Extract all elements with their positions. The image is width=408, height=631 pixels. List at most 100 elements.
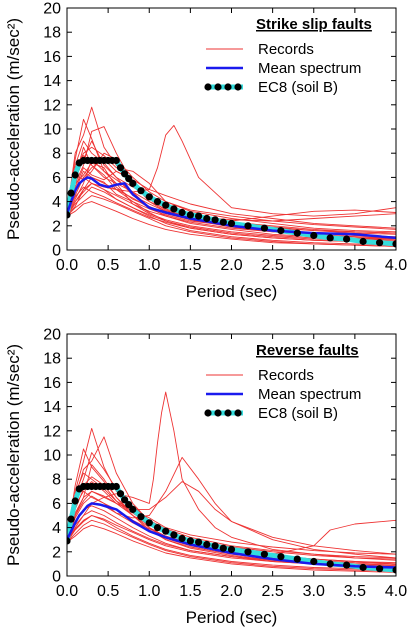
ec8-marker: [179, 209, 186, 216]
legend-label: Records: [258, 41, 314, 58]
chart-panel-1: 0.0 0.5 1.0 1.5 2.0 2.5 3.0 3.5 4.0 0 2 4 6 8 10 12 14 16…: [4, 1, 407, 302]
y-tick-label: 10: [43, 448, 61, 465]
legend-label: Mean spectrum: [258, 386, 361, 403]
ec8-marker: [220, 219, 227, 226]
y-tick-label: 6: [52, 170, 61, 187]
record-line-2: [67, 107, 396, 239]
plot-area: [63, 392, 399, 574]
record-line-3: [67, 392, 396, 560]
ec8-marker: [203, 215, 210, 222]
y-tick-label: 4: [52, 194, 61, 211]
legend-swatch-ec8-marker: [204, 409, 211, 416]
y-tick-label: 0: [52, 243, 61, 260]
ec8-marker: [195, 539, 202, 546]
ec8-marker: [376, 565, 383, 572]
x-tick-label: 1.5: [179, 583, 201, 600]
ec8-marker: [212, 542, 219, 549]
y-tick-label: 18: [43, 25, 61, 42]
x-axis-label: Period (sec): [186, 608, 278, 627]
ec8-marker: [294, 556, 301, 563]
legend-swatch-ec8-marker: [224, 409, 231, 416]
ec8-marker: [228, 546, 235, 553]
plot-frame: [67, 334, 396, 576]
ec8-marker: [310, 558, 317, 565]
record-line-9: [67, 496, 396, 565]
ec8-marker: [117, 164, 124, 171]
ec8-marker: [220, 545, 227, 552]
ec8-marker: [261, 225, 268, 232]
x-tick-label: 0.0: [56, 257, 78, 274]
ec8-marker: [179, 535, 186, 542]
legend: Reverse faultsRecordsMean spectrumEC8 (s…: [204, 342, 361, 422]
legend-title: Strike slip faults: [256, 16, 372, 33]
y-tick-label: 12: [43, 423, 61, 440]
x-tick-label: 2.0: [220, 257, 242, 274]
y-tick-label: 16: [43, 375, 61, 392]
ec8-marker: [360, 238, 367, 245]
x-tick-label: 3.5: [344, 583, 366, 600]
ec8-marker: [343, 562, 350, 569]
plot-lines: [63, 107, 399, 247]
x-tick-label: 1.0: [138, 583, 160, 600]
legend-swatch-ec8-marker: [234, 409, 241, 416]
y-tick-label: 20: [43, 1, 61, 18]
y-tick-label: 18: [43, 351, 61, 368]
ec8-marker: [146, 519, 153, 526]
x-tick-label: 3.0: [303, 583, 325, 600]
ec8-marker: [137, 513, 144, 520]
ec8-marker: [360, 564, 367, 571]
legend-label: Mean spectrum: [258, 60, 361, 77]
x-tick-label: 4.0: [385, 583, 407, 600]
y-tick-label: 16: [43, 49, 61, 66]
ec8-marker: [68, 190, 75, 197]
ec8-marker: [327, 560, 334, 567]
legend-item-3: EC8 (soil B): [204, 79, 338, 96]
ec8-marker: [261, 551, 268, 558]
legend-title: Reverse faults: [256, 342, 359, 359]
x-tick-label: 2.5: [262, 257, 284, 274]
y-tick-label: 2: [52, 218, 61, 235]
legend-item-1: Records: [206, 41, 314, 58]
y-tick-label: 20: [43, 327, 61, 344]
x-tick-label: 2.0: [220, 583, 242, 600]
x-tick-label: 1.0: [138, 257, 160, 274]
ec8-marker: [228, 220, 235, 227]
ec8-marker: [162, 202, 169, 209]
y-tick-label: 4: [52, 520, 61, 537]
legend-swatch-ec8-marker: [234, 83, 241, 90]
ec8-marker: [146, 193, 153, 200]
legend-label: Records: [258, 367, 314, 384]
plot-area: [63, 107, 399, 247]
ec8-marker: [129, 180, 136, 187]
record-line-12: [67, 465, 396, 559]
ec8-marker: [187, 537, 194, 544]
x-tick-label: 0.5: [97, 257, 119, 274]
ec8-marker: [68, 516, 75, 523]
ec8-marker: [117, 490, 124, 497]
ec8-marker: [203, 541, 210, 548]
x-tick-label: 0.5: [97, 583, 119, 600]
y-tick-label: 14: [43, 399, 61, 416]
y-tick-label: 0: [52, 569, 61, 586]
ec8-marker: [294, 230, 301, 237]
y-tick-label: 10: [43, 122, 61, 139]
ec8-marker: [162, 528, 169, 535]
legend-swatch-ec8-marker: [224, 83, 231, 90]
x-tick-label: 4.0: [385, 257, 407, 274]
legend-swatch-ec8-marker: [204, 83, 211, 90]
ec8-marker: [277, 227, 284, 234]
ec8-marker: [154, 524, 161, 531]
y-axis-label: Pseudo-acceleration (m/sec²): [4, 18, 23, 240]
y-tick-label: 8: [52, 146, 61, 163]
chart-panel-2: 0.0 0.5 1.0 1.5 2.0 2.5 3.0 3.5 4.00246810121416…: [4, 327, 407, 628]
ec8-marker: [154, 198, 161, 205]
ec8-marker: [113, 157, 120, 164]
ec8-marker: [170, 205, 177, 212]
ec8-marker: [72, 171, 79, 178]
ec8-marker: [244, 548, 251, 555]
y-tick-label: 2: [52, 544, 61, 561]
ec8-marker: [343, 236, 350, 243]
legend: Strike slip faults Records Mean spectrum EC…: [204, 16, 371, 96]
ec8-marker: [212, 216, 219, 223]
